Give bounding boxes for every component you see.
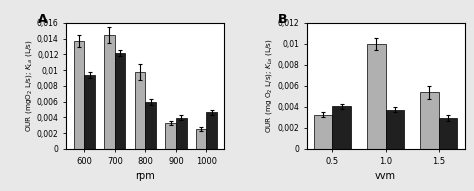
Bar bbox=[196, 129, 207, 149]
X-axis label: vvm: vvm bbox=[375, 171, 396, 181]
Bar bbox=[314, 115, 332, 149]
Text: B: B bbox=[278, 13, 288, 26]
Bar bbox=[135, 72, 146, 149]
Y-axis label: OUR (mgO$_2$ L/s); $K_{La}$ (L/s): OUR (mgO$_2$ L/s); $K_{La}$ (L/s) bbox=[24, 40, 34, 132]
Bar bbox=[420, 92, 439, 149]
Bar bbox=[146, 102, 156, 149]
Bar bbox=[104, 35, 115, 149]
Bar bbox=[332, 106, 351, 149]
Bar bbox=[73, 41, 84, 149]
Bar bbox=[165, 123, 176, 149]
Bar bbox=[385, 110, 404, 149]
Text: A: A bbox=[38, 13, 47, 26]
Y-axis label: OUR (mg O$_2$ L/s); $K_{La}$ (L/s): OUR (mg O$_2$ L/s); $K_{La}$ (L/s) bbox=[264, 39, 274, 133]
Bar bbox=[367, 44, 385, 149]
Bar bbox=[439, 118, 457, 149]
Bar bbox=[115, 53, 126, 149]
Bar bbox=[207, 112, 217, 149]
X-axis label: rpm: rpm bbox=[136, 171, 155, 181]
Bar bbox=[84, 75, 95, 149]
Bar bbox=[176, 118, 187, 149]
